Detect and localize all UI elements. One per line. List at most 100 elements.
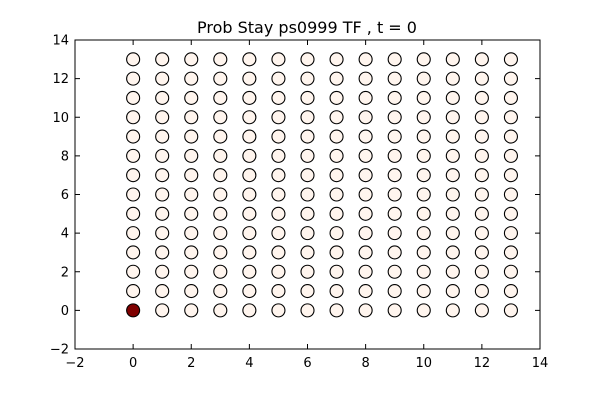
scatter-point <box>358 148 373 163</box>
scatter-point <box>387 52 402 67</box>
scatter-point <box>474 168 489 183</box>
scatter-point <box>155 284 170 299</box>
y-tick-label: 10 <box>52 111 69 126</box>
scatter-point <box>445 226 460 241</box>
scatter-point <box>387 110 402 125</box>
scatter-point <box>503 148 518 163</box>
scatter-point <box>242 264 257 279</box>
scatter-point <box>126 110 141 125</box>
scatter-point <box>503 168 518 183</box>
highlight-point <box>126 303 141 318</box>
scatter-point <box>329 52 344 67</box>
scatter-point <box>184 284 199 299</box>
scatter-point <box>387 90 402 105</box>
scatter-point <box>445 303 460 318</box>
scatter-point <box>329 90 344 105</box>
scatter-point <box>474 245 489 260</box>
scatter-point <box>387 148 402 163</box>
scatter-point <box>213 187 228 202</box>
x-tick-label: 14 <box>532 356 549 371</box>
scatter-point <box>329 303 344 318</box>
scatter-point <box>474 129 489 144</box>
scatter-point <box>155 264 170 279</box>
scatter-point <box>184 168 199 183</box>
scatter-point <box>213 129 228 144</box>
scatter-point <box>416 148 431 163</box>
scatter-point <box>300 226 315 241</box>
y-tick-label: 0 <box>61 304 69 319</box>
scatter-point <box>387 284 402 299</box>
scatter-point <box>155 110 170 125</box>
scatter-point <box>474 90 489 105</box>
scatter-point <box>155 303 170 318</box>
scatter-point <box>387 245 402 260</box>
scatter-point <box>271 206 286 221</box>
scatter-point <box>213 110 228 125</box>
x-tick-label: 6 <box>303 356 311 371</box>
scatter-point <box>503 245 518 260</box>
scatter-point <box>184 71 199 86</box>
scatter-point <box>416 226 431 241</box>
scatter-point <box>300 206 315 221</box>
scatter-point <box>445 129 460 144</box>
scatter-point <box>416 245 431 260</box>
scatter-point <box>213 226 228 241</box>
scatter-point <box>474 303 489 318</box>
scatter-point <box>474 206 489 221</box>
scatter-point <box>416 90 431 105</box>
scatter-point <box>242 90 257 105</box>
scatter-point <box>271 110 286 125</box>
scatter-point <box>416 284 431 299</box>
x-tick-label: −2 <box>65 356 84 371</box>
scatter-point <box>155 52 170 67</box>
scatter-point <box>155 187 170 202</box>
chart-title: Prob Stay ps0999 TF , t = 0 <box>197 18 417 37</box>
scatter-point <box>474 52 489 67</box>
scatter-point <box>503 90 518 105</box>
scatter-point <box>503 303 518 318</box>
scatter-point <box>213 52 228 67</box>
y-tick-label: 4 <box>61 227 69 242</box>
scatter-point <box>358 129 373 144</box>
scatter-point <box>271 187 286 202</box>
scatter-point <box>474 264 489 279</box>
scatter-point <box>503 52 518 67</box>
scatter-point <box>474 187 489 202</box>
scatter-point <box>300 129 315 144</box>
scatter-point <box>387 264 402 279</box>
scatter-point <box>503 187 518 202</box>
scatter-point <box>300 71 315 86</box>
scatter-point <box>155 245 170 260</box>
scatter-point <box>271 90 286 105</box>
scatter-point <box>445 264 460 279</box>
scatter-point <box>358 90 373 105</box>
scatter-point <box>387 129 402 144</box>
scatter-point <box>329 284 344 299</box>
scatter-point <box>213 303 228 318</box>
scatter-point <box>184 245 199 260</box>
scatter-point <box>184 110 199 125</box>
scatter-point <box>358 187 373 202</box>
scatter-point <box>242 110 257 125</box>
scatter-point <box>445 206 460 221</box>
scatter-point <box>474 148 489 163</box>
scatter-point <box>242 187 257 202</box>
scatter-point <box>126 129 141 144</box>
scatter-point <box>416 52 431 67</box>
scatter-point <box>184 264 199 279</box>
scatter-point <box>126 168 141 183</box>
scatter-point <box>445 148 460 163</box>
scatter-point <box>213 90 228 105</box>
scatter-point <box>155 71 170 86</box>
scatter-point <box>358 168 373 183</box>
scatter-point <box>445 168 460 183</box>
scatter-point <box>329 206 344 221</box>
scatter-point <box>416 264 431 279</box>
scatter-point <box>300 52 315 67</box>
scatter-point <box>271 129 286 144</box>
x-tick-label: 0 <box>129 356 137 371</box>
scatter-point <box>126 90 141 105</box>
scatter-point <box>300 187 315 202</box>
scatter-point <box>445 90 460 105</box>
